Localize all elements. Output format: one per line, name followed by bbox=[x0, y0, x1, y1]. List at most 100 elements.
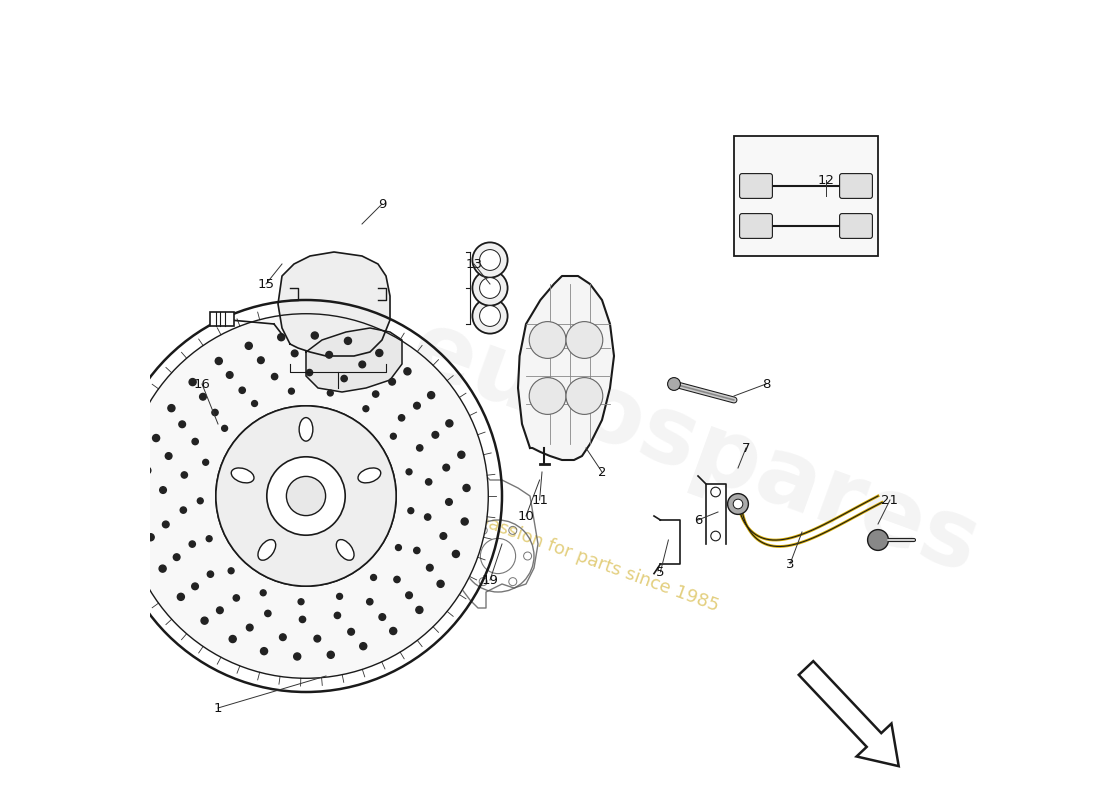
Circle shape bbox=[472, 270, 507, 306]
Circle shape bbox=[711, 531, 720, 541]
Circle shape bbox=[390, 434, 396, 439]
FancyBboxPatch shape bbox=[739, 174, 772, 198]
Circle shape bbox=[189, 378, 196, 386]
Circle shape bbox=[311, 332, 318, 339]
Circle shape bbox=[360, 642, 366, 650]
Circle shape bbox=[222, 426, 228, 431]
Circle shape bbox=[379, 614, 386, 620]
Circle shape bbox=[267, 457, 345, 535]
Circle shape bbox=[426, 478, 432, 485]
Circle shape bbox=[216, 358, 222, 365]
Circle shape bbox=[417, 445, 422, 451]
Circle shape bbox=[168, 405, 175, 412]
Text: a passion for parts since 1985: a passion for parts since 1985 bbox=[459, 505, 722, 615]
Circle shape bbox=[458, 451, 465, 458]
Circle shape bbox=[261, 590, 266, 596]
Circle shape bbox=[286, 476, 326, 516]
Ellipse shape bbox=[231, 468, 254, 483]
Circle shape bbox=[443, 464, 450, 471]
Circle shape bbox=[472, 298, 507, 334]
Circle shape bbox=[480, 250, 501, 270]
Circle shape bbox=[406, 469, 412, 474]
Circle shape bbox=[216, 406, 396, 586]
Circle shape bbox=[337, 594, 342, 599]
Circle shape bbox=[165, 453, 172, 459]
Circle shape bbox=[480, 278, 501, 298]
Circle shape bbox=[376, 350, 383, 357]
Circle shape bbox=[192, 438, 198, 445]
Circle shape bbox=[160, 486, 166, 494]
Circle shape bbox=[272, 374, 277, 380]
Circle shape bbox=[207, 571, 213, 578]
Circle shape bbox=[668, 378, 681, 390]
Circle shape bbox=[428, 392, 435, 398]
Circle shape bbox=[363, 406, 368, 412]
Circle shape bbox=[425, 514, 431, 520]
Text: 15: 15 bbox=[257, 278, 275, 290]
Circle shape bbox=[298, 598, 304, 605]
Text: 13: 13 bbox=[465, 258, 483, 270]
Circle shape bbox=[727, 494, 748, 514]
Circle shape bbox=[191, 583, 198, 590]
Circle shape bbox=[177, 594, 185, 600]
Circle shape bbox=[179, 421, 186, 428]
Circle shape bbox=[307, 370, 312, 376]
Circle shape bbox=[452, 550, 460, 558]
Circle shape bbox=[252, 401, 257, 406]
Circle shape bbox=[341, 375, 348, 382]
Circle shape bbox=[265, 610, 271, 617]
Circle shape bbox=[408, 508, 414, 514]
Ellipse shape bbox=[299, 418, 312, 441]
Circle shape bbox=[396, 545, 402, 550]
Circle shape bbox=[734, 499, 742, 509]
Circle shape bbox=[261, 648, 267, 654]
Circle shape bbox=[461, 518, 469, 525]
Text: 11: 11 bbox=[531, 494, 548, 506]
Text: 5: 5 bbox=[656, 566, 664, 578]
Circle shape bbox=[344, 338, 352, 344]
Text: 6: 6 bbox=[694, 514, 702, 526]
FancyBboxPatch shape bbox=[839, 174, 872, 198]
Circle shape bbox=[229, 635, 236, 642]
Circle shape bbox=[389, 627, 397, 634]
Circle shape bbox=[463, 485, 470, 491]
Text: 21: 21 bbox=[881, 494, 899, 506]
Circle shape bbox=[257, 357, 264, 363]
FancyBboxPatch shape bbox=[210, 312, 234, 326]
Ellipse shape bbox=[337, 539, 354, 560]
Circle shape bbox=[327, 651, 334, 658]
Circle shape bbox=[416, 606, 422, 614]
Circle shape bbox=[404, 368, 411, 375]
Circle shape bbox=[366, 598, 373, 605]
Circle shape bbox=[326, 351, 332, 358]
Text: 16: 16 bbox=[194, 378, 210, 390]
Circle shape bbox=[566, 322, 603, 358]
Circle shape bbox=[216, 406, 396, 586]
Circle shape bbox=[292, 350, 298, 357]
Circle shape bbox=[227, 372, 233, 378]
Circle shape bbox=[199, 394, 207, 400]
Ellipse shape bbox=[358, 468, 381, 483]
Circle shape bbox=[144, 467, 151, 474]
Circle shape bbox=[427, 564, 433, 571]
Circle shape bbox=[153, 434, 159, 442]
Circle shape bbox=[398, 414, 405, 421]
Text: 3: 3 bbox=[785, 558, 794, 570]
Circle shape bbox=[202, 459, 209, 466]
Circle shape bbox=[868, 530, 889, 550]
Circle shape bbox=[334, 612, 341, 618]
Circle shape bbox=[197, 498, 204, 504]
Circle shape bbox=[174, 554, 180, 561]
Circle shape bbox=[432, 431, 439, 438]
Text: eurospares: eurospares bbox=[397, 302, 990, 594]
Circle shape bbox=[299, 616, 306, 622]
Text: 1: 1 bbox=[213, 702, 222, 714]
Circle shape bbox=[206, 536, 212, 542]
Circle shape bbox=[440, 533, 447, 539]
Circle shape bbox=[414, 402, 420, 409]
Circle shape bbox=[406, 592, 412, 598]
Polygon shape bbox=[306, 328, 402, 392]
Circle shape bbox=[147, 534, 154, 541]
Text: 7: 7 bbox=[741, 442, 750, 454]
Circle shape bbox=[394, 576, 400, 582]
